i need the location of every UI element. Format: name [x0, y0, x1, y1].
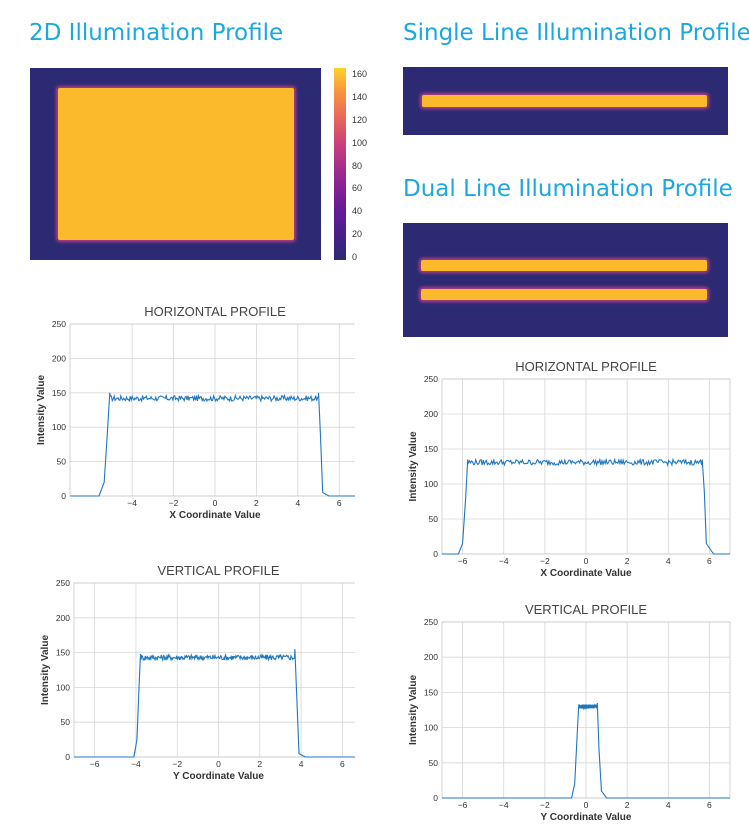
x-axis-label: X Coordinate Value: [169, 510, 261, 521]
colorbar-tick-label: 40: [352, 206, 363, 217]
illumination-map-2d: [30, 68, 321, 260]
x-tick-label: −4: [499, 800, 509, 810]
colorbar-tick-label: 60: [352, 183, 363, 194]
y-tick-label: 0: [433, 793, 438, 803]
chart-title: HORIZONTAL PROFILE: [144, 304, 286, 319]
x-axis-label: Y Coordinate Value: [541, 812, 632, 823]
plot-frame: [441, 378, 731, 555]
x-tick-label: 0: [213, 498, 218, 508]
y-tick-label: 0: [433, 549, 438, 559]
x-tick-label: −2: [540, 556, 550, 566]
y-tick-label: 200: [424, 409, 438, 419]
profile-line: [442, 702, 730, 799]
x-axis-label: X Coordinate Value: [540, 568, 632, 579]
plot-frame: [73, 582, 355, 758]
y-tick-label: 200: [56, 613, 70, 623]
x-tick-label: 2: [625, 800, 630, 810]
x-tick-label: −4: [127, 498, 137, 508]
profile-line: [70, 392, 355, 497]
y-tick-label: 200: [52, 353, 66, 363]
y-tick-label: 50: [61, 717, 71, 727]
colorbar-tick-label: 160: [352, 69, 368, 79]
chart-title: VERTICAL PROFILE: [157, 563, 279, 578]
y-tick-label: 250: [424, 374, 438, 384]
colorbar-tick-label: 100: [352, 137, 368, 148]
x-tick-label: −6: [458, 800, 468, 810]
y-axis-label: Intensity Value: [408, 431, 419, 501]
x-tick-label: 6: [337, 498, 342, 508]
heading-dual-line-illumination-profile: Dual Line Illumination Profile: [403, 176, 733, 202]
x-tick-label: 4: [295, 498, 300, 508]
x-tick-label: −2: [172, 759, 182, 769]
y-tick-label: 150: [424, 687, 438, 697]
colorbar-tick-label: 120: [352, 114, 368, 125]
y-axis-label: Intensity Value: [40, 635, 51, 705]
y-tick-label: 50: [429, 758, 439, 768]
x-tick-label: 2: [257, 759, 262, 769]
colorbar-tick-label: 80: [352, 160, 363, 171]
x-tick-label: 0: [584, 800, 589, 810]
y-tick-label: 250: [424, 617, 438, 627]
plot-frame: [69, 323, 355, 497]
profile-chart-h2: HORIZONTAL PROFILE 0 50 100 150 200 250 −6 −4 −2 0…: [408, 359, 731, 579]
y-axis-label: Intensity Value: [408, 675, 419, 745]
y-tick-label: 250: [56, 578, 70, 588]
chart-title: VERTICAL PROFILE: [525, 602, 647, 617]
y-tick-label: 100: [52, 422, 66, 432]
heading-single-line-illumination-profile: Single Line Illumination Profile: [403, 20, 749, 46]
colorbar: [334, 68, 346, 260]
illumination-map-single-line: [403, 67, 728, 135]
profile-line: [442, 457, 730, 555]
y-tick-label: 250: [52, 319, 66, 329]
chart-title: HORIZONTAL PROFILE: [515, 359, 657, 374]
colorbar-tick-label: 0: [352, 252, 358, 262]
x-tick-label: 6: [707, 556, 712, 566]
plot-frame: [441, 621, 731, 799]
illuminated-rectangle: [58, 88, 294, 240]
profile-chart-v1: VERTICAL PROFILE 0 50 100 150 200 250 −6 −4 −2 0 2 4…: [40, 563, 355, 782]
profile-line: [74, 649, 355, 758]
y-tick-label: 100: [56, 682, 70, 692]
x-tick-label: −4: [499, 556, 509, 566]
profile-chart-v2: VERTICAL PROFILE 0 50 100 150 200 250 −6 −4 −2 0 2 4…: [408, 602, 731, 823]
y-tick-label: 50: [57, 457, 67, 467]
y-tick-label: 0: [61, 491, 66, 501]
x-tick-label: −6: [90, 759, 100, 769]
y-tick-label: 200: [424, 652, 438, 662]
x-tick-label: 4: [666, 800, 671, 810]
heading-2d-illumination-profile: 2D Illumination Profile: [29, 20, 284, 46]
x-tick-label: −2: [540, 800, 550, 810]
x-tick-label: 2: [254, 498, 259, 508]
y-tick-label: 150: [424, 444, 438, 454]
colorbar-tick-label: 20: [352, 229, 363, 240]
profile-chart-h1: HORIZONTAL PROFILE 0 50 100 150 200 250 −4 −2 0 2 4…: [36, 304, 355, 521]
y-tick-label: 50: [429, 514, 439, 524]
x-tick-label: 4: [666, 556, 671, 566]
illuminated-line: [422, 95, 707, 107]
x-tick-label: 0: [216, 759, 221, 769]
x-tick-label: 6: [340, 759, 345, 769]
y-tick-label: 0: [65, 752, 70, 762]
y-tick-label: 150: [56, 648, 70, 658]
y-tick-label: 100: [424, 723, 438, 733]
colorbar-tick-label: 140: [352, 91, 368, 102]
x-tick-label: 4: [299, 759, 304, 769]
x-tick-label: 6: [707, 800, 712, 810]
x-tick-label: 0: [584, 556, 589, 566]
y-tick-label: 150: [52, 388, 66, 398]
x-tick-label: −2: [169, 498, 179, 508]
illumination-map-dual-line: [403, 223, 728, 337]
x-axis-label: Y Coordinate Value: [173, 771, 264, 782]
illuminated-line-lower: [421, 289, 707, 300]
y-tick-label: 100: [424, 479, 438, 489]
y-axis-label: Intensity Value: [36, 375, 47, 445]
x-tick-label: 2: [625, 556, 630, 566]
x-tick-label: −4: [131, 759, 141, 769]
illuminated-line-upper: [421, 260, 707, 271]
x-tick-label: −6: [458, 556, 468, 566]
